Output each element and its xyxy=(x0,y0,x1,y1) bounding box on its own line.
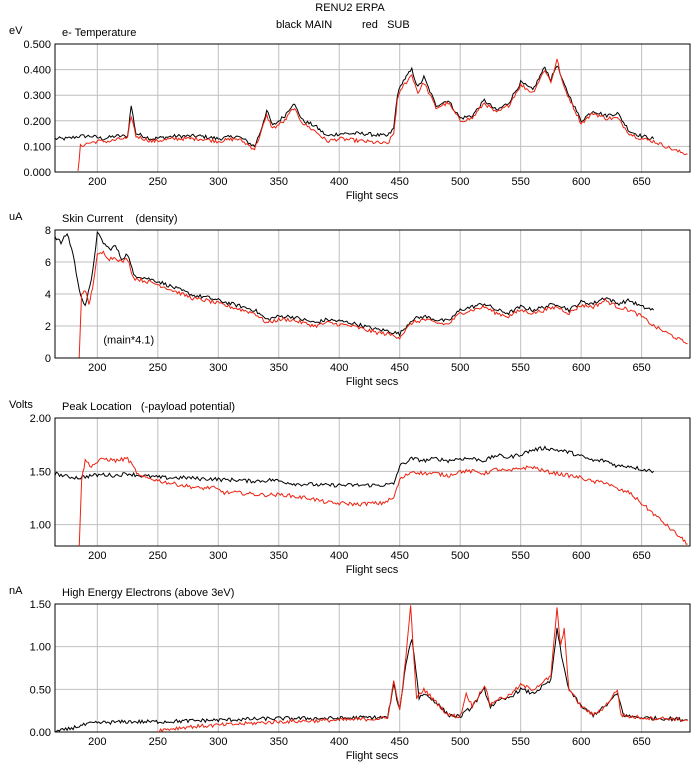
x-tick-label: 200 xyxy=(88,550,106,562)
x-tick-label: 650 xyxy=(632,550,650,562)
x-tick-label: 350 xyxy=(270,550,288,562)
series-line-sub xyxy=(77,58,688,171)
y-unit-label: eV xyxy=(9,25,23,37)
x-tick-label: 600 xyxy=(572,736,590,748)
x-tick-label: 250 xyxy=(149,176,167,188)
x-tick-label: 600 xyxy=(572,176,590,188)
x-axis-label: Flight secs xyxy=(346,376,399,388)
series-line-sub xyxy=(78,456,688,546)
x-tick-label: 250 xyxy=(149,362,167,374)
x-tick-label: 450 xyxy=(391,736,409,748)
y-tick-label: 0 xyxy=(45,353,51,365)
series-line-main xyxy=(55,627,688,732)
chart-panel-2: 200 250 300 350 400 450 500 550 600 650 0 2 4 6 8 uA Ski… xyxy=(9,211,691,388)
figure-title: RENU2 ERPA xyxy=(315,2,385,14)
x-tick-label: 400 xyxy=(330,362,348,374)
panel-annotation: (main*4.1) xyxy=(103,335,154,347)
legend-main-label: black MAIN xyxy=(276,19,333,31)
series-line-sub xyxy=(157,605,688,732)
x-axis-label: Flight secs xyxy=(346,564,399,576)
x-tick-label: 650 xyxy=(632,362,650,374)
x-tick-label: 300 xyxy=(209,362,227,374)
x-tick-label: 650 xyxy=(632,176,650,188)
plot-frame xyxy=(54,43,691,173)
legend-sub-label: red SUB xyxy=(362,19,410,31)
x-tick-label: 250 xyxy=(149,550,167,562)
x-tick-label: 350 xyxy=(270,736,288,748)
y-tick-label: 1.00 xyxy=(30,642,51,654)
x-tick-label: 400 xyxy=(330,736,348,748)
x-tick-label: 300 xyxy=(209,550,227,562)
x-tick-label: 250 xyxy=(149,736,167,748)
panel-title: High Energy Electrons (above 3eV) xyxy=(62,587,234,599)
x-tick-label: 350 xyxy=(270,176,288,188)
chart-panel-4: 200 250 300 350 400 450 500 550 600 650 0.00 0.50 1.… xyxy=(9,585,691,762)
x-tick-label: 400 xyxy=(330,550,348,562)
panel-title: Peak Location (-payload potential) xyxy=(62,401,235,413)
x-tick-label: 400 xyxy=(330,176,348,188)
y-tick-label: 0.00 xyxy=(30,727,51,739)
y-tick-label: 0.500 xyxy=(23,39,51,51)
y-unit-label: Volts xyxy=(9,399,33,411)
y-tick-label: 6 xyxy=(45,257,51,269)
x-tick-label: 200 xyxy=(88,736,106,748)
y-tick-label: 0.000 xyxy=(23,167,51,179)
x-tick-label: 500 xyxy=(451,176,469,188)
x-tick-label: 450 xyxy=(391,362,409,374)
x-tick-label: 300 xyxy=(209,176,227,188)
y-tick-label: 0.300 xyxy=(23,90,51,102)
x-axis-label: Flight secs xyxy=(346,190,399,202)
y-tick-label: 2.00 xyxy=(30,413,51,425)
y-tick-label: 1.50 xyxy=(30,466,51,478)
x-tick-label: 500 xyxy=(451,736,469,748)
x-tick-label: 350 xyxy=(270,362,288,374)
panel-title: e- Temperature xyxy=(62,27,136,39)
plot-frame xyxy=(54,229,691,359)
series-line-sub xyxy=(78,250,688,358)
x-tick-label: 550 xyxy=(511,550,529,562)
chart-panel-1: 200 250 300 350 400 450 500 550 600 650 0.000 0.100… xyxy=(9,25,691,202)
x-tick-label: 550 xyxy=(511,362,529,374)
x-tick-label: 550 xyxy=(511,736,529,748)
series-line-main xyxy=(55,445,655,488)
plot-frame xyxy=(54,603,691,733)
x-tick-label: 600 xyxy=(572,362,590,374)
plot-frame xyxy=(54,417,691,547)
y-tick-label: 0.100 xyxy=(23,141,51,153)
x-tick-label: 500 xyxy=(451,362,469,374)
y-tick-label: 1.00 xyxy=(30,520,51,532)
y-tick-label: 8 xyxy=(45,225,51,237)
x-tick-label: 550 xyxy=(511,176,529,188)
x-tick-label: 300 xyxy=(209,736,227,748)
x-tick-label: 200 xyxy=(88,176,106,188)
x-tick-label: 650 xyxy=(632,736,650,748)
x-tick-label: 600 xyxy=(572,550,590,562)
series-line-main xyxy=(55,231,655,338)
y-tick-label: 0.50 xyxy=(30,684,51,696)
y-tick-label: 2 xyxy=(45,321,51,333)
x-tick-label: 450 xyxy=(391,176,409,188)
x-axis-label: Flight secs xyxy=(346,750,399,762)
series-line-main xyxy=(55,65,655,148)
y-unit-label: nA xyxy=(9,585,23,597)
chart-panel-3: 200 250 300 350 400 450 500 550 600 650 1.00 1.50 2.… xyxy=(9,399,691,576)
x-tick-label: 500 xyxy=(451,550,469,562)
panel-title: Skin Current (density) xyxy=(62,213,178,225)
y-tick-label: 0.200 xyxy=(23,116,51,128)
y-tick-label: 4 xyxy=(45,289,51,301)
x-tick-label: 450 xyxy=(391,550,409,562)
x-tick-label: 200 xyxy=(88,362,106,374)
y-unit-label: uA xyxy=(9,211,23,223)
y-tick-label: 1.50 xyxy=(30,599,51,611)
y-tick-label: 0.400 xyxy=(23,65,51,77)
